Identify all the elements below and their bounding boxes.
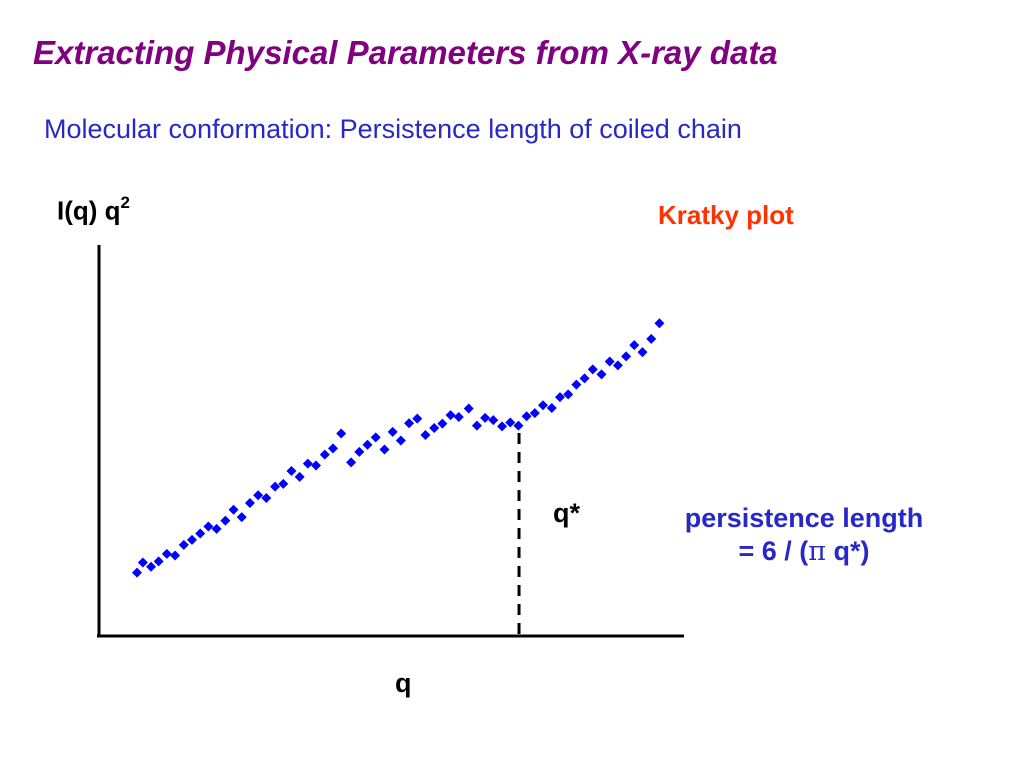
data-point (429, 422, 440, 433)
data-point (319, 449, 330, 460)
data-point (302, 458, 313, 469)
data-point (253, 490, 264, 501)
data-point (463, 403, 474, 414)
data-point (146, 561, 157, 572)
y-axis-label-exponent: 2 (120, 193, 130, 212)
data-point (170, 550, 181, 561)
data-point (637, 347, 648, 358)
data-point (571, 379, 582, 390)
data-point (294, 471, 305, 482)
formula-suffix: q*) (826, 536, 870, 566)
data-point (412, 413, 423, 424)
data-point (132, 567, 143, 578)
data-point (621, 351, 632, 362)
data-point (445, 410, 456, 421)
data-point (654, 318, 665, 329)
data-point (203, 521, 214, 532)
data-point (505, 417, 516, 428)
data-point (579, 373, 590, 384)
x-axis-label: q (395, 668, 412, 698)
data-point (278, 478, 289, 489)
slide-subtitle: Molecular conformation: Persistence leng… (44, 114, 742, 144)
data-point (228, 504, 239, 515)
data-point (596, 369, 607, 380)
data-point (161, 548, 172, 559)
y-axis-label-base: I(q) q (57, 195, 121, 226)
pi-symbol: π (808, 536, 827, 567)
data-point (336, 428, 347, 439)
qstar-label: q* (553, 498, 580, 528)
data-point (178, 539, 189, 550)
data-point (286, 465, 297, 476)
data-point (497, 421, 508, 432)
formula-prefix: = 6 / ( (738, 536, 809, 566)
data-point (153, 556, 164, 567)
data-point (453, 412, 464, 423)
data-point (404, 418, 415, 429)
data-point (270, 481, 281, 492)
data-point (612, 360, 623, 371)
data-point (187, 534, 198, 545)
data-point (395, 435, 406, 446)
y-axis-label: I(q) q2 (57, 193, 130, 227)
data-point (587, 364, 598, 375)
data-point (488, 415, 499, 426)
data-point (420, 430, 431, 441)
chart-title: Kratky plot (658, 200, 794, 230)
data-point (211, 523, 222, 534)
data-point (311, 460, 322, 471)
data-point (554, 392, 565, 403)
formula-line-1: persistence length (684, 503, 924, 533)
data-point (387, 426, 398, 437)
data-point (328, 443, 338, 454)
slide-title: Extracting Physical Parameters from X-ra… (33, 34, 778, 71)
data-point (546, 403, 557, 414)
data-point (646, 333, 657, 344)
data-point (220, 515, 231, 526)
data-point (195, 528, 206, 539)
data-point (346, 457, 357, 468)
data-point (563, 389, 574, 400)
data-point (437, 418, 448, 429)
data-point (521, 411, 532, 422)
data-point (604, 356, 615, 367)
data-point (538, 400, 549, 411)
data-point (244, 498, 255, 509)
data-point (529, 408, 540, 419)
data-point (513, 420, 524, 431)
data-point (362, 439, 373, 450)
formula-line-2: = 6 / (π q*) (640, 535, 968, 568)
data-point (236, 512, 247, 523)
data-point (137, 557, 148, 568)
data-point (629, 340, 640, 351)
data-point (354, 446, 365, 457)
data-point (370, 432, 381, 443)
data-point (471, 420, 482, 431)
data-point (261, 492, 272, 503)
data-point (379, 444, 390, 455)
persistence-length-formula: persistence length = 6 / (π q*) (640, 502, 968, 568)
data-points (132, 318, 665, 578)
data-point (480, 412, 491, 423)
